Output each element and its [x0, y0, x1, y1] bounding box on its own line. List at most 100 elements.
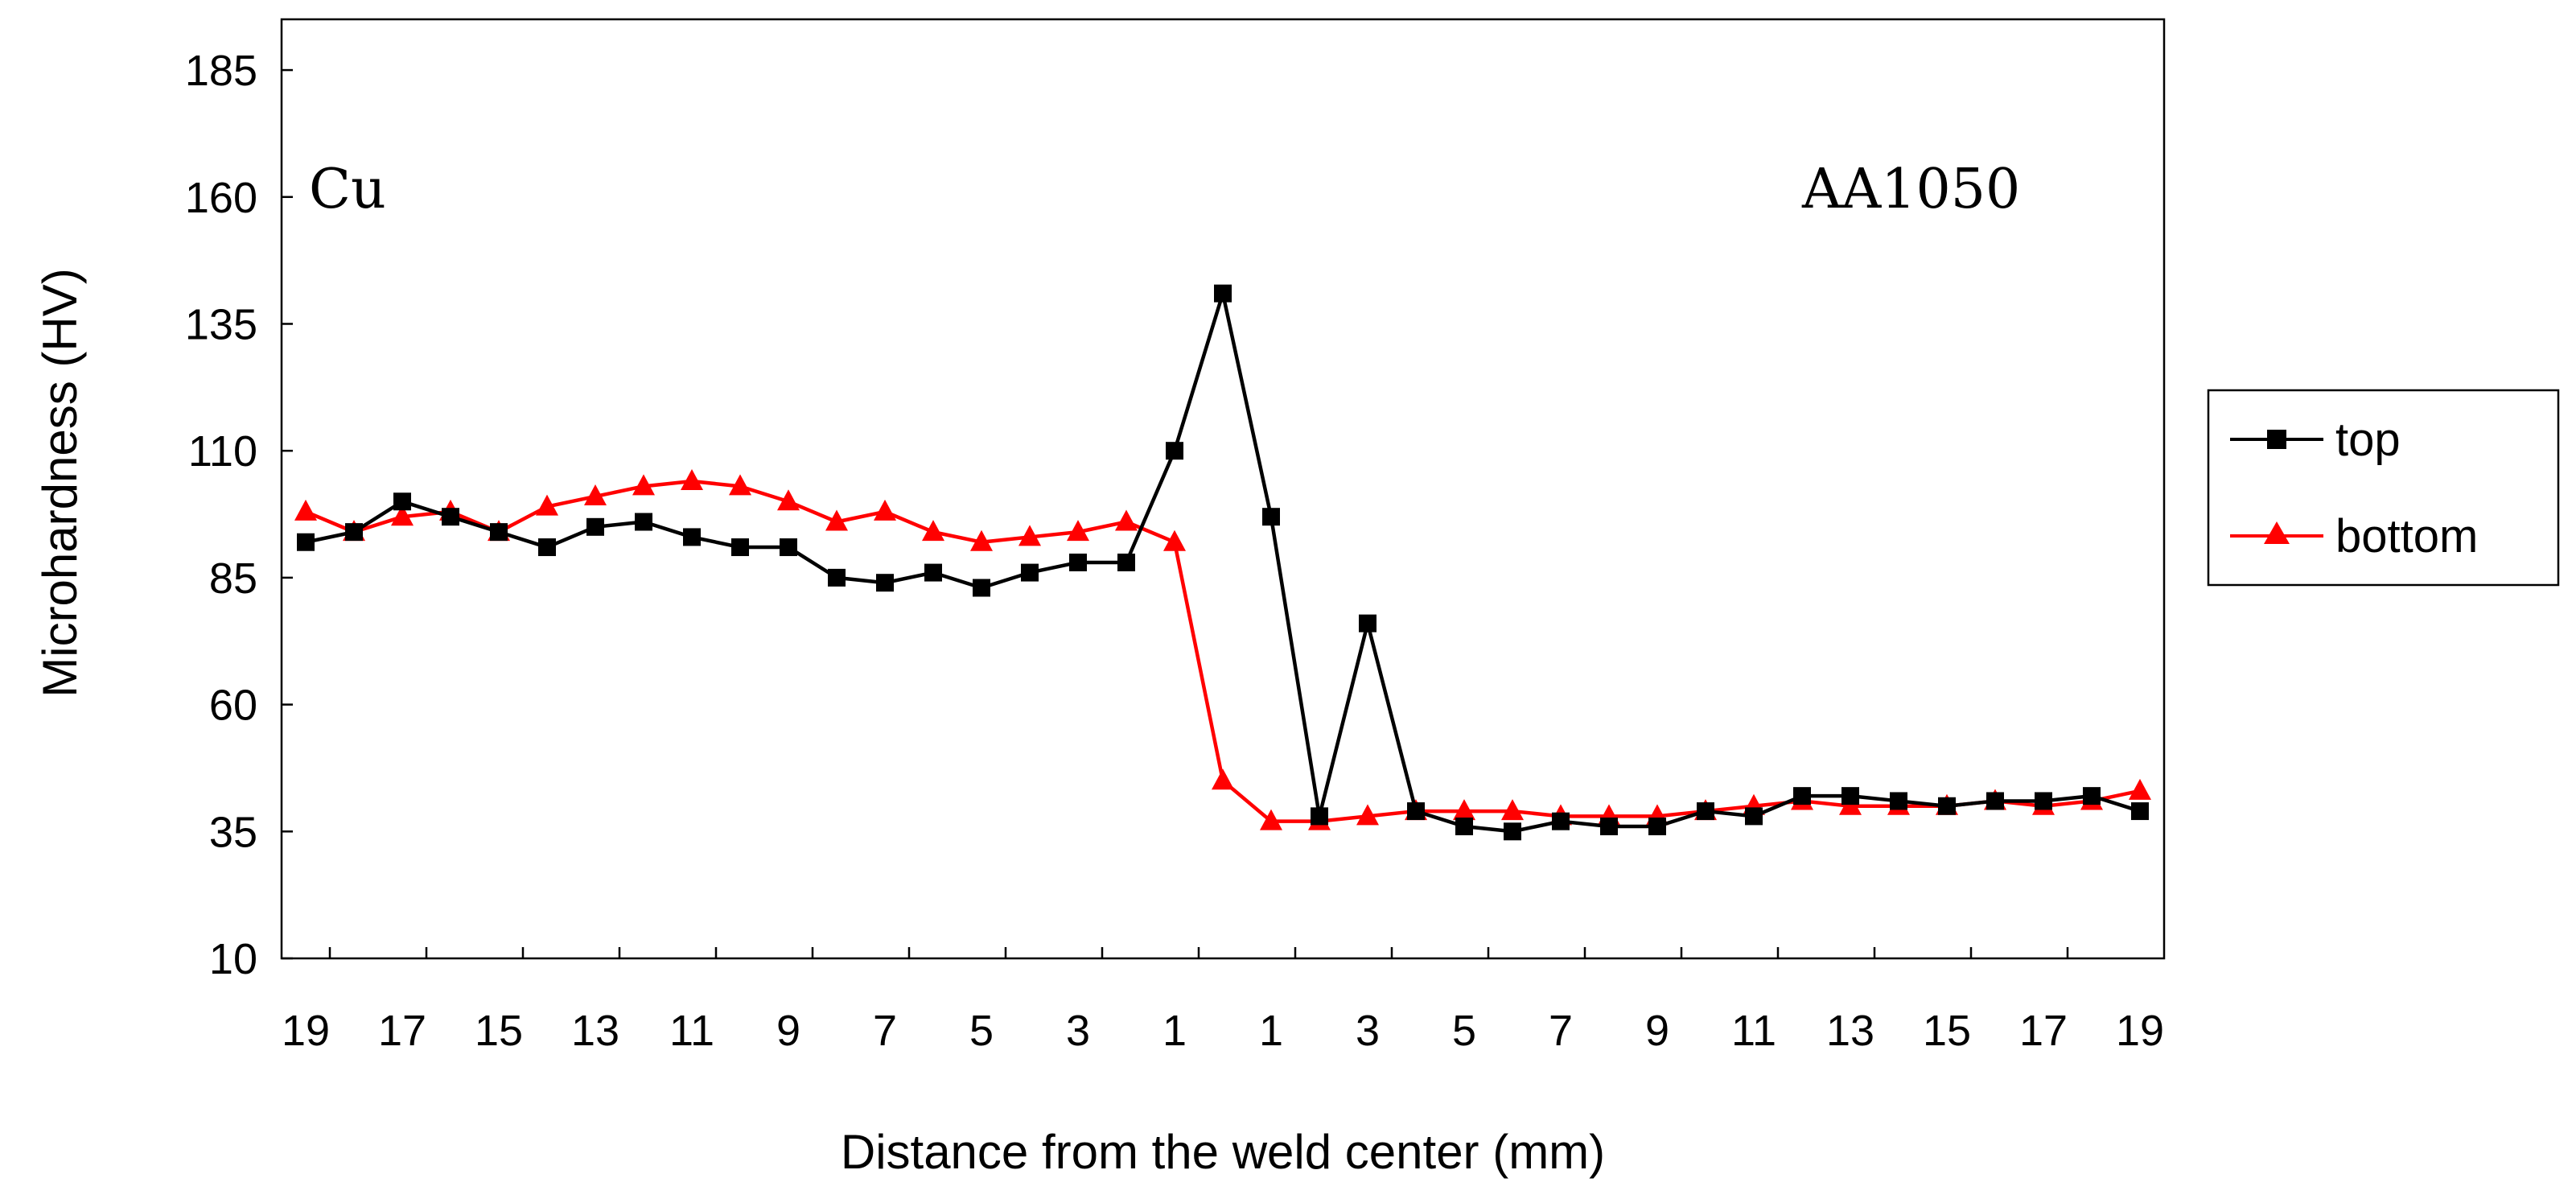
data-point-bottom	[1115, 509, 1138, 531]
data-point-top	[1214, 284, 1232, 303]
data-point-bottom	[584, 484, 607, 505]
data-point-bottom	[874, 499, 896, 521]
data-point-top	[442, 508, 459, 526]
data-point-top	[1552, 812, 1570, 830]
x-tick-label: 13	[571, 1007, 619, 1055]
x-tick-label: 5	[969, 1007, 994, 1055]
x-tick-label: 11	[669, 1007, 714, 1055]
legend-label-bottom: bottom	[2335, 510, 2478, 562]
data-point-bottom	[1501, 799, 1524, 821]
data-point-top	[828, 568, 846, 587]
data-point-top	[1021, 563, 1039, 582]
legend: top bottom	[2207, 389, 2560, 587]
data-point-bottom	[970, 529, 993, 551]
data-point-top	[2035, 792, 2052, 810]
y-tick-label: 35	[209, 808, 257, 856]
data-point-top	[1697, 802, 1714, 821]
x-tick-label: 17	[378, 1007, 426, 1055]
data-point-bottom	[922, 520, 944, 542]
series-layer	[294, 284, 2151, 841]
data-point-top	[731, 538, 749, 557]
data-point-top	[635, 513, 652, 531]
data-point-top	[1986, 792, 2004, 810]
data-point-top	[393, 492, 411, 511]
data-point-top	[1793, 787, 1811, 805]
y-tick-label: 160	[185, 174, 257, 222]
data-point-bottom	[1212, 768, 1234, 790]
data-point-top	[876, 574, 894, 592]
data-point-top	[1600, 817, 1618, 835]
legend-marker-top	[2267, 430, 2286, 449]
legend-label-top: top	[2335, 414, 2401, 466]
x-tick-label: 13	[1826, 1007, 1874, 1055]
data-point-bottom	[391, 505, 414, 526]
data-point-top	[1166, 442, 1183, 460]
data-point-top	[490, 523, 508, 542]
x-tick-label: 9	[1645, 1007, 1669, 1055]
data-point-top	[924, 563, 942, 582]
data-point-bottom	[2129, 778, 2151, 800]
x-tick-label: 3	[1356, 1007, 1380, 1055]
x-tick-label: 1	[1162, 1007, 1187, 1055]
y-axis: 10 35 60 85 110 135 160 185	[185, 47, 293, 983]
data-point-top	[1745, 807, 1763, 826]
annotation-aa1050: AA1050	[1801, 158, 2020, 221]
x-tick-label: 17	[2019, 1007, 2068, 1055]
data-point-bottom	[536, 494, 558, 516]
data-point-top	[1841, 787, 1859, 805]
data-point-bottom	[1260, 809, 1282, 830]
data-point-top	[973, 579, 990, 597]
y-tick-label: 135	[185, 300, 257, 348]
y-tick-label: 85	[209, 554, 257, 603]
data-point-top	[1648, 817, 1666, 835]
data-point-top	[1117, 553, 1135, 571]
data-point-bottom	[729, 474, 751, 496]
data-point-top	[1890, 792, 1907, 810]
y-tick-label: 60	[209, 682, 257, 730]
data-point-top	[1407, 802, 1425, 821]
legend-marker-bottom	[2264, 521, 2290, 544]
data-point-bottom	[825, 509, 848, 531]
data-point-bottom	[294, 499, 317, 521]
x-tick-label: 19	[282, 1007, 330, 1055]
x-tick-label: 5	[1452, 1007, 1476, 1055]
y-tick-label: 185	[185, 47, 257, 95]
data-point-top	[1938, 797, 1956, 815]
data-point-bottom	[777, 489, 800, 511]
data-point-top	[1262, 508, 1280, 526]
data-point-top	[2131, 802, 2149, 821]
data-point-top	[2083, 787, 2101, 805]
data-point-top	[586, 517, 604, 536]
data-point-top	[1504, 822, 1521, 841]
data-point-bottom	[1018, 525, 1041, 546]
data-point-bottom	[1163, 529, 1186, 551]
x-tick-label: 3	[1066, 1007, 1090, 1055]
x-tick-label: 19	[2116, 1007, 2164, 1055]
x-tick-label: 9	[776, 1007, 800, 1055]
annotation-cu: Cu	[309, 158, 386, 221]
data-point-top	[683, 528, 701, 546]
data-point-top	[1359, 614, 1376, 632]
data-point-bottom	[1453, 799, 1475, 821]
data-point-bottom	[1067, 520, 1089, 542]
data-point-top	[1455, 817, 1473, 835]
data-point-bottom	[681, 469, 703, 491]
y-tick-label: 10	[209, 935, 257, 983]
data-point-top	[297, 533, 315, 551]
y-tick-label: 110	[188, 427, 257, 476]
x-tick-label: 15	[1923, 1007, 1971, 1055]
data-point-top	[1069, 553, 1087, 571]
x-axis-title: Distance from the weld center (mm)	[841, 1125, 1605, 1179]
x-tick-label: 7	[1549, 1007, 1573, 1055]
data-point-bottom	[1356, 804, 1379, 826]
x-tick-label: 7	[873, 1007, 897, 1055]
x-tick-label: 15	[475, 1007, 523, 1055]
x-tick-label: 1	[1259, 1007, 1283, 1055]
y-axis-title: Microhardness (HV)	[33, 268, 87, 697]
legend-box	[2207, 389, 2560, 587]
data-point-top	[345, 523, 363, 542]
data-point-bottom	[632, 474, 655, 496]
x-axis: 19 17 15 13 11 9 7 5 3 1 1 3 5 7 9 11 13 15 17 19	[282, 947, 2164, 1055]
data-point-top	[1311, 807, 1328, 826]
